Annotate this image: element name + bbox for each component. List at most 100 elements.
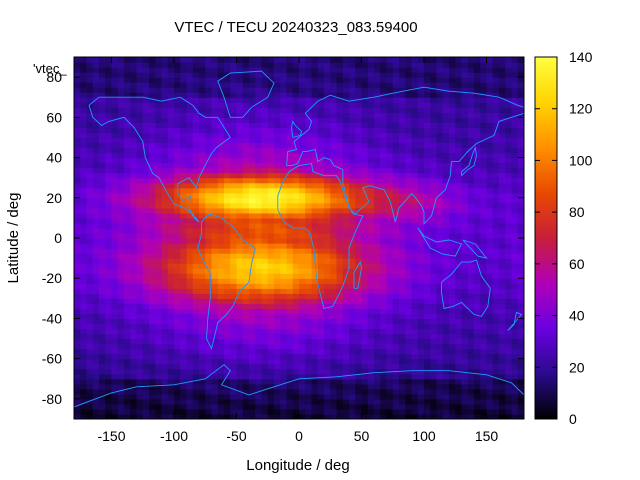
heat-cell [511,97,519,103]
heat-cell [424,238,431,244]
heat-cell [199,263,206,269]
heat-cell [499,192,506,199]
heat-cell [442,243,450,249]
heat-cell [374,117,381,123]
heat-cell [411,413,419,419]
heat-cell [167,338,175,345]
heat-cell [249,77,256,83]
heat-cell [517,172,524,179]
heat-cell [474,288,481,294]
heat-cell [199,207,206,214]
heat-cell [480,263,488,269]
heat-cell [361,152,369,159]
heat-cell [292,232,300,239]
heat-cell [155,303,163,309]
heat-cell [124,92,131,98]
heat-cell [417,192,425,199]
heat-cell [505,72,513,78]
heat-cell [161,258,169,264]
heat-cell [386,358,394,365]
heat-cell [199,157,206,164]
heat-cell [180,363,188,370]
heat-cell [236,313,244,320]
heat-cell [230,142,238,149]
heat-cell [386,147,394,154]
heat-cell [449,152,456,159]
heat-cell [417,107,425,113]
heat-cell [405,373,413,380]
heat-cell [280,403,288,410]
heat-cell [74,338,81,345]
heat-cell [461,157,469,164]
heat-cell [392,142,400,149]
heat-cell [161,157,169,164]
heat-cell [242,122,250,128]
heat-cell [217,303,225,309]
heat-cell [199,107,206,113]
heat-cell [467,157,475,164]
heat-cell [380,408,388,415]
heat-cell [367,313,375,320]
heat-cell [117,298,125,304]
heat-cell [274,333,281,340]
heat-cell [155,102,163,108]
heat-cell [261,132,269,139]
heat-cell [249,363,256,370]
heat-cell [124,122,131,128]
heat-cell [192,172,200,179]
heat-cell [267,212,275,219]
heat-cell [467,413,475,419]
heat-cell [317,263,325,269]
heat-cell [299,318,306,325]
heat-cell [280,318,288,325]
heat-cell [161,122,169,128]
heat-cell [217,212,225,219]
heat-cell [242,212,250,219]
heat-cell [361,212,369,219]
heat-cell [336,333,344,340]
heat-cell [311,107,319,113]
heat-cell [336,313,344,320]
heat-cell [199,172,206,179]
heat-cell [355,273,363,279]
heat-cell [355,127,363,134]
heat-cell [86,152,94,159]
heat-cell [486,147,494,154]
heat-cell [205,413,213,419]
heat-cell [442,373,450,380]
heat-cell [274,363,281,370]
heat-cell [505,328,513,335]
heat-cell [442,363,450,370]
heat-cell [249,323,256,330]
heat-cell [136,278,144,284]
heat-cell [192,283,200,289]
heat-cell [399,278,406,284]
heat-cell [405,283,413,289]
heat-cell [211,147,219,154]
heat-cell [505,358,513,365]
heat-cell [392,107,400,113]
heat-cell [236,117,244,123]
heat-cell [249,197,256,204]
heat-cell [499,207,506,214]
heat-cell [249,398,256,405]
heat-cell [149,227,156,234]
heat-cell [336,248,344,254]
heat-cell [117,72,125,78]
heat-cell [80,293,88,299]
heat-cell [492,383,500,390]
heat-cell [267,313,275,320]
heat-cell [180,243,188,249]
heat-cell [111,258,119,264]
heat-cell [99,187,106,194]
heat-cell [286,227,294,234]
heat-cell [199,232,206,239]
heat-cell [92,293,100,299]
heat-cell [161,378,169,385]
heat-cell [461,378,469,385]
heat-cell [455,157,463,164]
heat-cell [455,142,463,149]
heat-cell [424,97,431,103]
heat-cell [317,107,325,113]
heat-cell [74,102,81,108]
